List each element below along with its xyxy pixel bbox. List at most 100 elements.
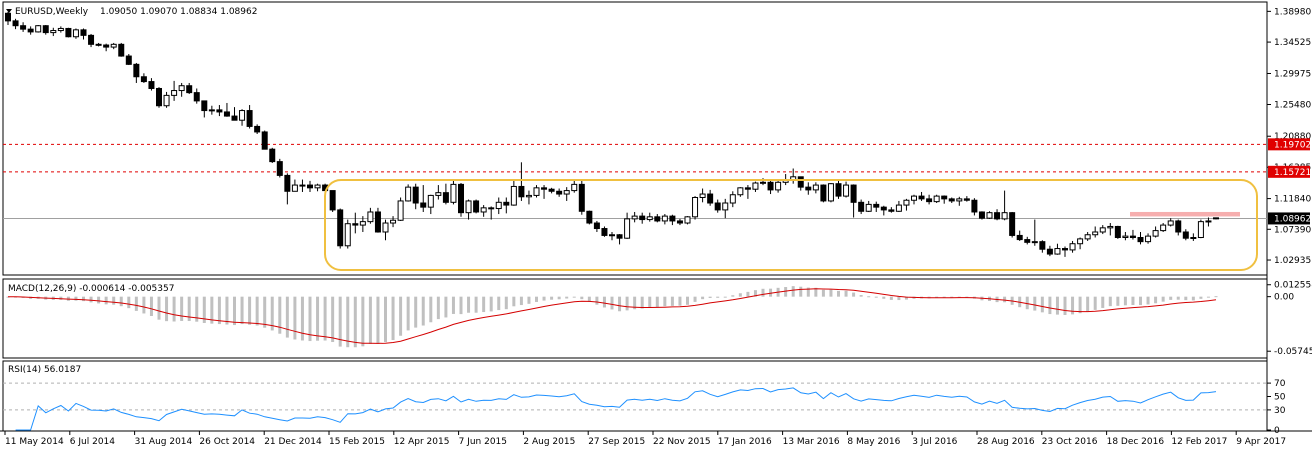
macd-histogram-bar <box>1139 296 1142 306</box>
macd-histogram-bar <box>723 296 727 298</box>
macd-histogram-bar <box>187 296 191 322</box>
macd-histogram-bar <box>648 296 652 308</box>
candle-body-up <box>1152 230 1159 237</box>
candle-body-down <box>5 12 11 22</box>
chart-menu-triangle-icon[interactable] <box>6 9 12 13</box>
candle-body-down <box>103 44 110 48</box>
candle-body-up <box>624 218 631 239</box>
candle-body-down <box>578 183 585 212</box>
macd-histogram-bar <box>1025 296 1029 310</box>
candle-body-up <box>911 195 917 201</box>
macd-histogram-bar <box>935 296 939 298</box>
macd-histogram-bar <box>670 296 674 306</box>
candle-body-up <box>1092 231 1099 236</box>
macd-histogram-bar <box>112 296 116 305</box>
macd-histogram-bar <box>1101 296 1105 308</box>
candle-body-up <box>1054 248 1061 255</box>
candle-body-up <box>239 110 246 121</box>
macd-histogram-bar <box>489 296 493 312</box>
price-axis-tick-label: 1.34525 <box>1274 38 1311 48</box>
candle-body-up <box>1077 238 1084 245</box>
macd-histogram-bar <box>942 296 946 298</box>
candle-body-up <box>699 193 706 198</box>
macd-histogram-bar <box>104 296 108 305</box>
macd-histogram-bar <box>134 296 138 311</box>
macd-histogram-bar <box>904 296 908 300</box>
macd-histogram-bar <box>331 296 335 343</box>
macd-histogram-bar <box>225 296 229 325</box>
macd-histogram-bar <box>1063 296 1067 315</box>
time-axis-tick-label: 12 Feb 2017 <box>1171 437 1227 447</box>
macd-histogram-bar <box>1146 296 1150 305</box>
rsi-axis-tick-label: 70 <box>1274 379 1286 389</box>
candle-body-down <box>873 203 880 208</box>
time-axis-tick-label: 23 Oct 2016 <box>1042 437 1098 447</box>
candle-body-down <box>458 183 464 214</box>
candle-body-down <box>156 87 162 107</box>
candle-body-down <box>80 29 87 36</box>
macd-histogram-bar <box>708 296 712 298</box>
macd-histogram-bar <box>746 291 750 297</box>
macd-histogram-bar <box>1055 296 1059 315</box>
candle-body-down <box>616 234 623 239</box>
time-axis-tick-label: 12 Apr 2015 <box>394 437 450 447</box>
macd-histogram-bar <box>127 296 131 309</box>
macd-histogram-bar <box>565 296 569 299</box>
macd-histogram-bar <box>1199 296 1203 299</box>
candle-body-up <box>397 200 404 221</box>
macd-histogram-bar <box>814 287 818 297</box>
candle-body-up <box>1205 220 1212 223</box>
candle-body-down <box>254 125 261 133</box>
candle-body-up <box>1197 221 1204 239</box>
candle-body-down <box>140 76 147 83</box>
time-axis: 11 May 2014 6 Jul 2014 31 Aug 2014 26 Oct 2… <box>4 431 1286 447</box>
candle-body-down <box>548 188 555 192</box>
candle-body-down <box>374 211 381 233</box>
macd-axis-tick-label: -0.057453 <box>1274 347 1312 357</box>
price-axis-tick-label: 1.02935 <box>1274 256 1311 266</box>
candle-body-up <box>609 234 615 237</box>
macd-histogram-bar <box>323 296 327 341</box>
time-axis-tick-label: 7 Jun 2015 <box>459 437 507 447</box>
macd-histogram-bar <box>1093 296 1097 310</box>
candle-body-down <box>307 184 313 189</box>
candle-body-up <box>344 223 351 247</box>
candle-body-down <box>541 187 548 190</box>
candle-body-down <box>27 28 34 33</box>
macd-histogram-bar <box>527 296 531 304</box>
ohlc-header: 1.09050 1.09070 1.08834 1.08962 <box>100 7 257 17</box>
candle-body-down <box>669 215 676 222</box>
macd-histogram-bar <box>482 296 486 313</box>
macd-histogram-bar <box>686 296 689 305</box>
candle-body-down <box>1137 237 1144 243</box>
candle-body-down <box>797 176 804 188</box>
price-axis-tick-label: 1.29975 <box>1274 69 1311 79</box>
macd-histogram-bar <box>338 296 342 347</box>
macd-histogram-bar <box>195 296 199 322</box>
macd-histogram-bar <box>285 296 289 338</box>
macd-label: MACD(12,26,9) -0.000614 -0.005357 <box>8 284 174 294</box>
macd-histogram-bar <box>587 296 591 302</box>
macd-histogram-bar <box>467 296 471 313</box>
candle-body-down <box>820 184 827 202</box>
macd-histogram-bar <box>368 296 372 344</box>
macd-histogram-bar <box>769 288 773 297</box>
candle-body-up <box>812 184 819 191</box>
price-axis-tick-label: 1.11840 <box>1274 195 1311 205</box>
time-axis-tick-label: 21 Dec 2014 <box>264 437 322 447</box>
candle-body-down <box>420 202 427 208</box>
candle-body-up <box>110 43 117 48</box>
macd-histogram-bar <box>1154 296 1158 304</box>
candle-body-down <box>329 190 336 211</box>
candle-body-down <box>352 223 359 226</box>
time-axis-tick-label: 17 Jan 2016 <box>718 437 772 447</box>
candle-body-up <box>35 25 42 33</box>
candle-body-up <box>752 182 759 190</box>
macd-histogram-bar <box>444 296 448 318</box>
time-axis-tick-label: 31 Aug 2014 <box>135 437 193 447</box>
price-level-tag <box>1268 165 1310 178</box>
candle-body-up <box>729 194 736 204</box>
time-axis-tick-label: 26 Oct 2014 <box>199 437 255 447</box>
time-axis-tick-label: 27 Sep 2015 <box>588 437 645 447</box>
